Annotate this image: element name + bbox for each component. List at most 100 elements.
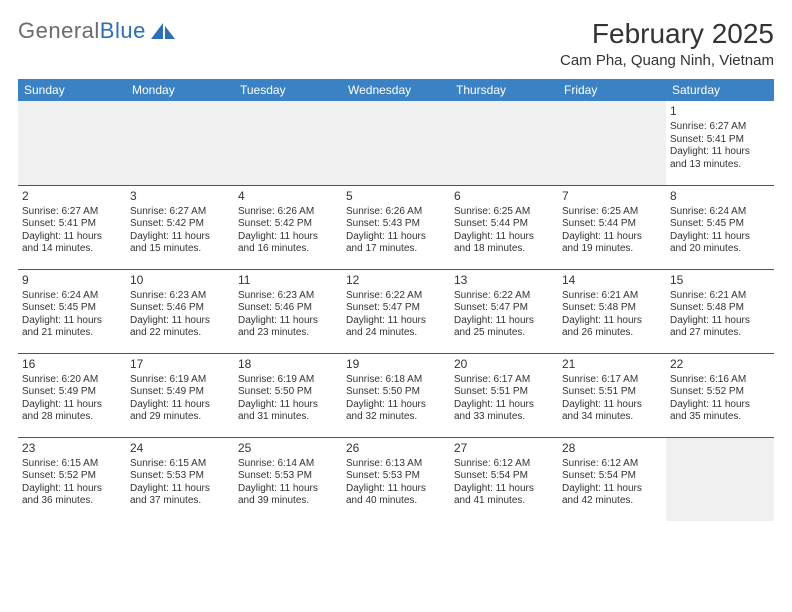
calendar-empty-cell [666, 437, 774, 521]
sunrise-text: Sunrise: 6:24 AM [670, 206, 770, 219]
sunrise-text: Sunrise: 6:22 AM [346, 290, 446, 303]
day-number: 16 [22, 354, 122, 374]
dayhead-tuesday: Tuesday [234, 79, 342, 101]
calendar-day-cell: 21Sunrise: 6:17 AMSunset: 5:51 PMDayligh… [558, 353, 666, 437]
calendar-day-cell: 14Sunrise: 6:21 AMSunset: 5:48 PMDayligh… [558, 269, 666, 353]
sunset-text: Sunset: 5:52 PM [22, 470, 122, 483]
calendar-day-cell: 17Sunrise: 6:19 AMSunset: 5:49 PMDayligh… [126, 353, 234, 437]
daylight-line2: and 28 minutes. [22, 411, 122, 424]
daylight-line1: Daylight: 11 hours [454, 231, 554, 244]
day-number: 7 [562, 186, 662, 206]
calendar-empty-cell [450, 101, 558, 185]
daylight-line1: Daylight: 11 hours [670, 146, 770, 159]
sunrise-text: Sunrise: 6:21 AM [562, 290, 662, 303]
calendar-day-cell: 4Sunrise: 6:26 AMSunset: 5:42 PMDaylight… [234, 185, 342, 269]
sunset-text: Sunset: 5:47 PM [454, 302, 554, 315]
sunrise-text: Sunrise: 6:18 AM [346, 374, 446, 387]
sunrise-text: Sunrise: 6:12 AM [562, 458, 662, 471]
daylight-line2: and 40 minutes. [346, 495, 446, 508]
calendar-day-cell: 25Sunrise: 6:14 AMSunset: 5:53 PMDayligh… [234, 437, 342, 521]
daylight-line2: and 26 minutes. [562, 327, 662, 340]
daylight-line1: Daylight: 11 hours [346, 483, 446, 496]
sunset-text: Sunset: 5:51 PM [454, 386, 554, 399]
daylight-line1: Daylight: 11 hours [670, 399, 770, 412]
calendar-day-cell: 19Sunrise: 6:18 AMSunset: 5:50 PMDayligh… [342, 353, 450, 437]
calendar-day-cell: 16Sunrise: 6:20 AMSunset: 5:49 PMDayligh… [18, 353, 126, 437]
daylight-line2: and 13 minutes. [670, 159, 770, 172]
sunset-text: Sunset: 5:53 PM [238, 470, 338, 483]
sunset-text: Sunset: 5:46 PM [130, 302, 230, 315]
daylight-line1: Daylight: 11 hours [454, 399, 554, 412]
sunset-text: Sunset: 5:42 PM [238, 218, 338, 231]
calendar-day-cell: 9Sunrise: 6:24 AMSunset: 5:45 PMDaylight… [18, 269, 126, 353]
title-block: February 2025 Cam Pha, Quang Ninh, Vietn… [560, 18, 774, 69]
day-number: 5 [346, 186, 446, 206]
calendar-day-cell: 20Sunrise: 6:17 AMSunset: 5:51 PMDayligh… [450, 353, 558, 437]
calendar-day-cell: 6Sunrise: 6:25 AMSunset: 5:44 PMDaylight… [450, 185, 558, 269]
calendar-empty-cell [558, 101, 666, 185]
day-number: 28 [562, 438, 662, 458]
calendar-day-cell: 26Sunrise: 6:13 AMSunset: 5:53 PMDayligh… [342, 437, 450, 521]
day-number: 25 [238, 438, 338, 458]
daylight-line1: Daylight: 11 hours [22, 231, 122, 244]
dayhead-thursday: Thursday [450, 79, 558, 101]
calendar-day-cell: 27Sunrise: 6:12 AMSunset: 5:54 PMDayligh… [450, 437, 558, 521]
calendar-empty-cell [234, 101, 342, 185]
dayhead-friday: Friday [558, 79, 666, 101]
sunrise-text: Sunrise: 6:17 AM [562, 374, 662, 387]
sunrise-text: Sunrise: 6:19 AM [130, 374, 230, 387]
calendar-day-cell: 22Sunrise: 6:16 AMSunset: 5:52 PMDayligh… [666, 353, 774, 437]
calendar-day-cell: 7Sunrise: 6:25 AMSunset: 5:44 PMDaylight… [558, 185, 666, 269]
day-number: 23 [22, 438, 122, 458]
daylight-line1: Daylight: 11 hours [346, 315, 446, 328]
daylight-line2: and 34 minutes. [562, 411, 662, 424]
daylight-line1: Daylight: 11 hours [22, 399, 122, 412]
sunset-text: Sunset: 5:48 PM [670, 302, 770, 315]
calendar-day-cell: 24Sunrise: 6:15 AMSunset: 5:53 PMDayligh… [126, 437, 234, 521]
sunrise-text: Sunrise: 6:23 AM [130, 290, 230, 303]
calendar-table: Sunday Monday Tuesday Wednesday Thursday… [18, 79, 774, 521]
day-number: 27 [454, 438, 554, 458]
sunrise-text: Sunrise: 6:22 AM [454, 290, 554, 303]
sunrise-text: Sunrise: 6:17 AM [454, 374, 554, 387]
sunset-text: Sunset: 5:41 PM [22, 218, 122, 231]
sunset-text: Sunset: 5:41 PM [670, 134, 770, 147]
sunset-text: Sunset: 5:54 PM [562, 470, 662, 483]
daylight-line1: Daylight: 11 hours [238, 315, 338, 328]
calendar-week: 9Sunrise: 6:24 AMSunset: 5:45 PMDaylight… [18, 269, 774, 353]
day-number: 10 [130, 270, 230, 290]
daylight-line2: and 35 minutes. [670, 411, 770, 424]
day-number: 22 [670, 354, 770, 374]
sunrise-text: Sunrise: 6:13 AM [346, 458, 446, 471]
calendar-day-cell: 11Sunrise: 6:23 AMSunset: 5:46 PMDayligh… [234, 269, 342, 353]
calendar-week: 2Sunrise: 6:27 AMSunset: 5:41 PMDaylight… [18, 185, 774, 269]
sunset-text: Sunset: 5:49 PM [22, 386, 122, 399]
sunset-text: Sunset: 5:43 PM [346, 218, 446, 231]
daylight-line2: and 41 minutes. [454, 495, 554, 508]
daylight-line1: Daylight: 11 hours [130, 399, 230, 412]
sunrise-text: Sunrise: 6:27 AM [22, 206, 122, 219]
daylight-line1: Daylight: 11 hours [454, 315, 554, 328]
day-number: 2 [22, 186, 122, 206]
day-number: 15 [670, 270, 770, 290]
calendar-day-cell: 23Sunrise: 6:15 AMSunset: 5:52 PMDayligh… [18, 437, 126, 521]
daylight-line1: Daylight: 11 hours [22, 483, 122, 496]
sunset-text: Sunset: 5:53 PM [346, 470, 446, 483]
dayhead-saturday: Saturday [666, 79, 774, 101]
sunset-text: Sunset: 5:51 PM [562, 386, 662, 399]
day-number: 13 [454, 270, 554, 290]
day-number: 8 [670, 186, 770, 206]
calendar-week: 23Sunrise: 6:15 AMSunset: 5:52 PMDayligh… [18, 437, 774, 521]
day-number: 26 [346, 438, 446, 458]
sunrise-text: Sunrise: 6:24 AM [22, 290, 122, 303]
daylight-line2: and 33 minutes. [454, 411, 554, 424]
calendar-day-cell: 5Sunrise: 6:26 AMSunset: 5:43 PMDaylight… [342, 185, 450, 269]
logo: GeneralBlue [18, 18, 176, 44]
daylight-line1: Daylight: 11 hours [22, 315, 122, 328]
daylight-line2: and 31 minutes. [238, 411, 338, 424]
daylight-line2: and 23 minutes. [238, 327, 338, 340]
sunrise-text: Sunrise: 6:16 AM [670, 374, 770, 387]
sunset-text: Sunset: 5:46 PM [238, 302, 338, 315]
daylight-line1: Daylight: 11 hours [346, 231, 446, 244]
dayhead-monday: Monday [126, 79, 234, 101]
